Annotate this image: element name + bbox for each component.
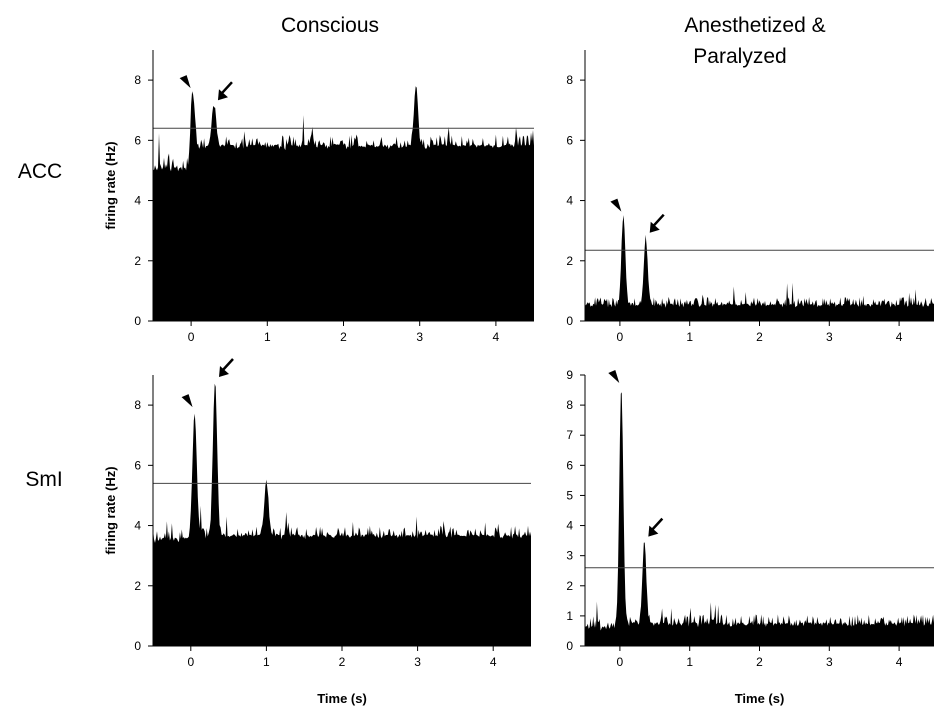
x-tick-label: 0 [617,655,624,669]
y-tick-label: 2 [566,579,573,593]
y-tick-label: 0 [134,639,141,653]
column-title-conscious: Conscious [281,14,379,37]
y-tick-label: 5 [566,488,573,502]
y-tick-label: 1 [566,609,573,623]
arrowhead-marker [181,394,193,408]
x-tick-label: 2 [339,655,346,669]
x-tick-label: 1 [686,655,693,669]
x-tick-label: 1 [686,330,693,344]
psth-panel: 0 1 2 3 4 5 6 7 8 9 0 1 2 3 4 Time (s) [566,368,934,706]
y-tick-label: 8 [566,398,573,412]
arrow-marker [649,213,665,233]
y-tick-label: 0 [566,314,573,328]
x-tick-label: 3 [826,655,833,669]
y-tick-label: 6 [134,133,141,147]
column-title-anesthetized: Anesthetized & [684,14,825,37]
y-tick-label: 4 [566,519,573,533]
x-tick-label: 2 [756,655,763,669]
firing-rate-histogram [153,383,531,646]
y-tick-label: 8 [134,398,141,412]
y-axis-label: firing rate (Hz) [103,141,118,229]
x-tick-label: 0 [188,330,195,344]
psth-panel: 0 2 4 6 8 0 1 2 3 4 [566,50,934,344]
x-tick-label: 0 [617,330,624,344]
arrowhead-marker [610,198,622,212]
x-tick-label: 4 [490,655,497,669]
arrowhead-marker [179,75,191,89]
y-axis-label: firing rate (Hz) [103,466,118,554]
x-tick-label: 1 [264,330,271,344]
y-tick-label: 4 [566,194,573,208]
arrowhead-marker [608,370,620,384]
firing-rate-histogram [153,86,534,321]
x-tick-label: 0 [187,655,194,669]
firing-rate-histogram [585,392,934,646]
x-tick-label: 4 [896,655,903,669]
y-tick-label: 6 [566,458,573,472]
y-tick-label: 0 [566,639,573,653]
y-tick-label: 8 [566,73,573,87]
x-tick-label: 3 [416,330,423,344]
row-label-acc: ACC [18,160,62,183]
firing-rate-histogram [585,215,934,321]
x-tick-label: 1 [263,655,270,669]
y-tick-label: 6 [566,133,573,147]
x-tick-label: 3 [414,655,421,669]
y-tick-label: 3 [566,549,573,563]
arrow-marker [648,517,664,537]
y-tick-label: 2 [134,254,141,268]
y-tick-label: 4 [134,519,141,533]
panels: 0 2 4 6 8 0 1 2 3 4 firing rate (Hz) 0 2 4 6 8 0 1 2 3 4 0 2 4 6… [103,50,934,706]
y-tick-label: 9 [566,368,573,382]
arrow-marker [217,81,233,101]
y-tick-label: 4 [134,194,141,208]
psth-panel: 0 2 4 6 8 0 1 2 3 4 firing rate (Hz) [103,50,534,344]
row-label-smi: SmI [25,468,62,491]
x-tick-label: 2 [340,330,347,344]
x-tick-label: 4 [493,330,500,344]
x-tick-label: 4 [896,330,903,344]
x-tick-label: 2 [756,330,763,344]
psth-panel: 0 2 4 6 8 0 1 2 3 4 firing rate (Hz) Time (s) [103,358,531,706]
y-tick-label: 2 [566,254,573,268]
y-tick-label: 7 [566,428,573,442]
arrow-marker [218,358,234,378]
y-tick-label: 0 [134,314,141,328]
x-axis-label: Time (s) [317,691,367,706]
x-tick-label: 3 [826,330,833,344]
y-tick-label: 2 [134,579,141,593]
y-tick-label: 6 [134,458,141,472]
y-tick-label: 8 [134,73,141,87]
x-axis-label: Time (s) [735,691,785,706]
column-title-paralyzed: Paralyzed [693,45,786,68]
